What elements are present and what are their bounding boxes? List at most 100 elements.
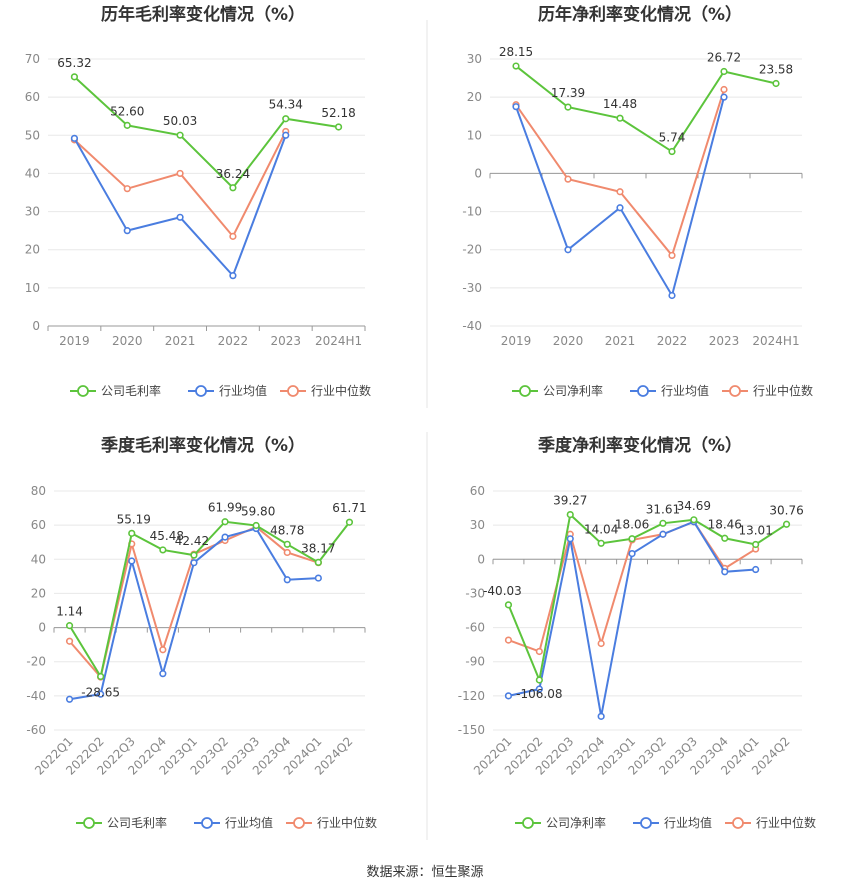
data-point bbox=[97, 672, 105, 681]
y-tick-label: 0 bbox=[474, 166, 482, 180]
y-tick-label: 20 bbox=[25, 243, 40, 257]
legend-item: 公司净利率 bbox=[512, 383, 603, 398]
chart-panel-4: 季度净利率变化情况（%）-150-120-90-60-30030602022Q1… bbox=[458, 435, 816, 830]
legend-label: 行业中位数 bbox=[753, 383, 813, 398]
data-label: -40.03 bbox=[483, 584, 522, 598]
x-tick-label: 2024H1 bbox=[315, 334, 362, 348]
data-point bbox=[283, 576, 291, 584]
y-tick-label: 40 bbox=[31, 552, 46, 566]
data-point bbox=[597, 712, 605, 720]
source-note: 数据来源：恒生聚源 bbox=[366, 865, 483, 880]
data-point bbox=[628, 549, 636, 558]
data-point bbox=[535, 676, 543, 684]
legend-label: 行业中位数 bbox=[311, 383, 371, 398]
y-tick-label: -40 bbox=[26, 689, 46, 703]
y-tick-label: 60 bbox=[25, 90, 40, 104]
data-point bbox=[70, 73, 79, 81]
chart-panel-3: 季度毛利率变化情况（%）-60-40-200204060802022Q12022… bbox=[26, 435, 377, 830]
data-label: 28.15 bbox=[499, 45, 533, 59]
y-tick-label: 0 bbox=[477, 552, 485, 566]
data-point bbox=[668, 251, 676, 260]
y-tick-label: -40 bbox=[462, 319, 482, 333]
series-line bbox=[73, 134, 287, 278]
data-label: 39.27 bbox=[553, 494, 587, 508]
y-tick-label: -60 bbox=[26, 723, 46, 737]
data-point bbox=[123, 121, 131, 129]
legend-marker-icon bbox=[522, 817, 534, 829]
legend-label: 行业均值 bbox=[219, 383, 267, 398]
legend-item: 行业均值 bbox=[188, 383, 267, 398]
data-label: 18.46 bbox=[708, 517, 742, 531]
data-point bbox=[252, 521, 260, 530]
data-point bbox=[752, 540, 760, 549]
data-label: 31.61 bbox=[646, 502, 680, 516]
data-point bbox=[597, 639, 605, 648]
data-point bbox=[221, 518, 229, 526]
legend-item: 行业中位数 bbox=[725, 815, 816, 830]
data-label: 59.80 bbox=[241, 504, 275, 518]
legend-label: 行业中位数 bbox=[756, 815, 816, 830]
x-tick-label: 2024H1 bbox=[752, 334, 799, 348]
y-tick-label: 20 bbox=[467, 90, 482, 104]
data-point bbox=[668, 147, 676, 156]
x-tick-label: 2020 bbox=[553, 334, 584, 348]
data-label: -28.65 bbox=[81, 685, 120, 699]
legend-item: 公司毛利率 bbox=[70, 383, 161, 398]
legend-label: 公司净利率 bbox=[546, 815, 606, 830]
series-line bbox=[515, 96, 725, 299]
data-point bbox=[564, 175, 572, 183]
data-label: 50.03 bbox=[163, 114, 197, 128]
legend-marker-icon bbox=[729, 385, 741, 397]
data-point bbox=[659, 530, 667, 538]
legend-item: 行业中位数 bbox=[280, 383, 371, 398]
data-point bbox=[128, 529, 136, 537]
data-point bbox=[97, 690, 105, 698]
data-label: 52.18 bbox=[321, 106, 355, 120]
legend-item: 公司净利率 bbox=[515, 815, 606, 830]
data-point bbox=[159, 546, 167, 554]
legend-marker-icon bbox=[293, 817, 305, 829]
data-point bbox=[720, 93, 728, 101]
x-tick-label: 2021 bbox=[605, 334, 636, 348]
data-label: 13.01 bbox=[738, 523, 772, 537]
y-tick-label: -150 bbox=[458, 723, 485, 737]
data-point bbox=[512, 103, 520, 111]
data-point bbox=[65, 622, 74, 630]
data-point bbox=[314, 558, 322, 567]
data-label: 23.58 bbox=[759, 62, 793, 76]
y-tick-label: -30 bbox=[465, 586, 485, 600]
data-point bbox=[190, 559, 198, 567]
legend-label: 公司毛利率 bbox=[107, 815, 167, 830]
y-tick-label: 0 bbox=[32, 319, 40, 333]
data-label: 26.72 bbox=[707, 51, 741, 65]
data-point bbox=[597, 539, 605, 547]
data-point bbox=[282, 115, 290, 123]
chart-title: 历年毛利率变化情况（%） bbox=[101, 4, 305, 25]
y-tick-label: 70 bbox=[25, 52, 40, 66]
data-point bbox=[535, 685, 543, 693]
legend-label: 公司毛利率 bbox=[101, 383, 161, 398]
y-tick-label: 30 bbox=[470, 518, 485, 532]
series-line bbox=[68, 525, 319, 680]
y-tick-label: 30 bbox=[25, 205, 40, 219]
data-point bbox=[504, 692, 513, 700]
legend-item: 公司毛利率 bbox=[76, 815, 167, 830]
y-tick-label: 50 bbox=[25, 128, 40, 142]
y-tick-label: -20 bbox=[26, 655, 46, 669]
data-point bbox=[159, 670, 167, 678]
data-label: 48.78 bbox=[270, 523, 304, 537]
data-label: 55.19 bbox=[117, 512, 151, 526]
data-point bbox=[512, 62, 520, 70]
series-line bbox=[515, 65, 777, 153]
data-label: 65.32 bbox=[57, 56, 91, 70]
data-point bbox=[564, 246, 572, 254]
data-label: 61.71 bbox=[332, 501, 366, 515]
data-point bbox=[566, 510, 574, 519]
data-point bbox=[229, 272, 237, 280]
data-label: 38.17 bbox=[301, 541, 335, 555]
chart-panel-1: 历年毛利率变化情况（%） 0 10 20 30 40 50 60 70 2019 2020 2021 2… bbox=[25, 4, 371, 398]
data-label: 14.04 bbox=[584, 522, 618, 536]
legend-label: 行业均值 bbox=[225, 815, 273, 830]
data-label: 5.74 bbox=[659, 131, 686, 145]
legend-item: 行业均值 bbox=[194, 815, 273, 830]
